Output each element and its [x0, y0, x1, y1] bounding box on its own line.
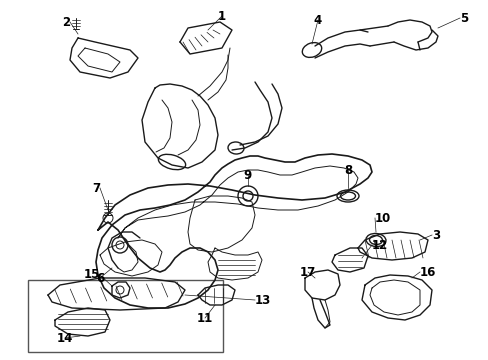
- Text: 5: 5: [459, 12, 468, 24]
- Text: 1: 1: [218, 9, 225, 23]
- Text: 10: 10: [374, 212, 390, 225]
- Text: 13: 13: [254, 293, 271, 306]
- Text: 3: 3: [431, 229, 439, 242]
- Text: 12: 12: [371, 239, 387, 252]
- Text: 15: 15: [83, 269, 100, 282]
- Text: 17: 17: [299, 266, 315, 279]
- Text: 6: 6: [96, 271, 104, 284]
- Text: 8: 8: [343, 163, 351, 176]
- Text: 7: 7: [92, 181, 100, 194]
- Text: 16: 16: [419, 266, 435, 279]
- Text: 9: 9: [244, 168, 252, 181]
- Text: 4: 4: [313, 14, 322, 27]
- Text: 11: 11: [197, 311, 213, 324]
- Text: 2: 2: [62, 15, 70, 28]
- Text: 14: 14: [57, 332, 73, 345]
- Bar: [28, 280, 223, 352]
